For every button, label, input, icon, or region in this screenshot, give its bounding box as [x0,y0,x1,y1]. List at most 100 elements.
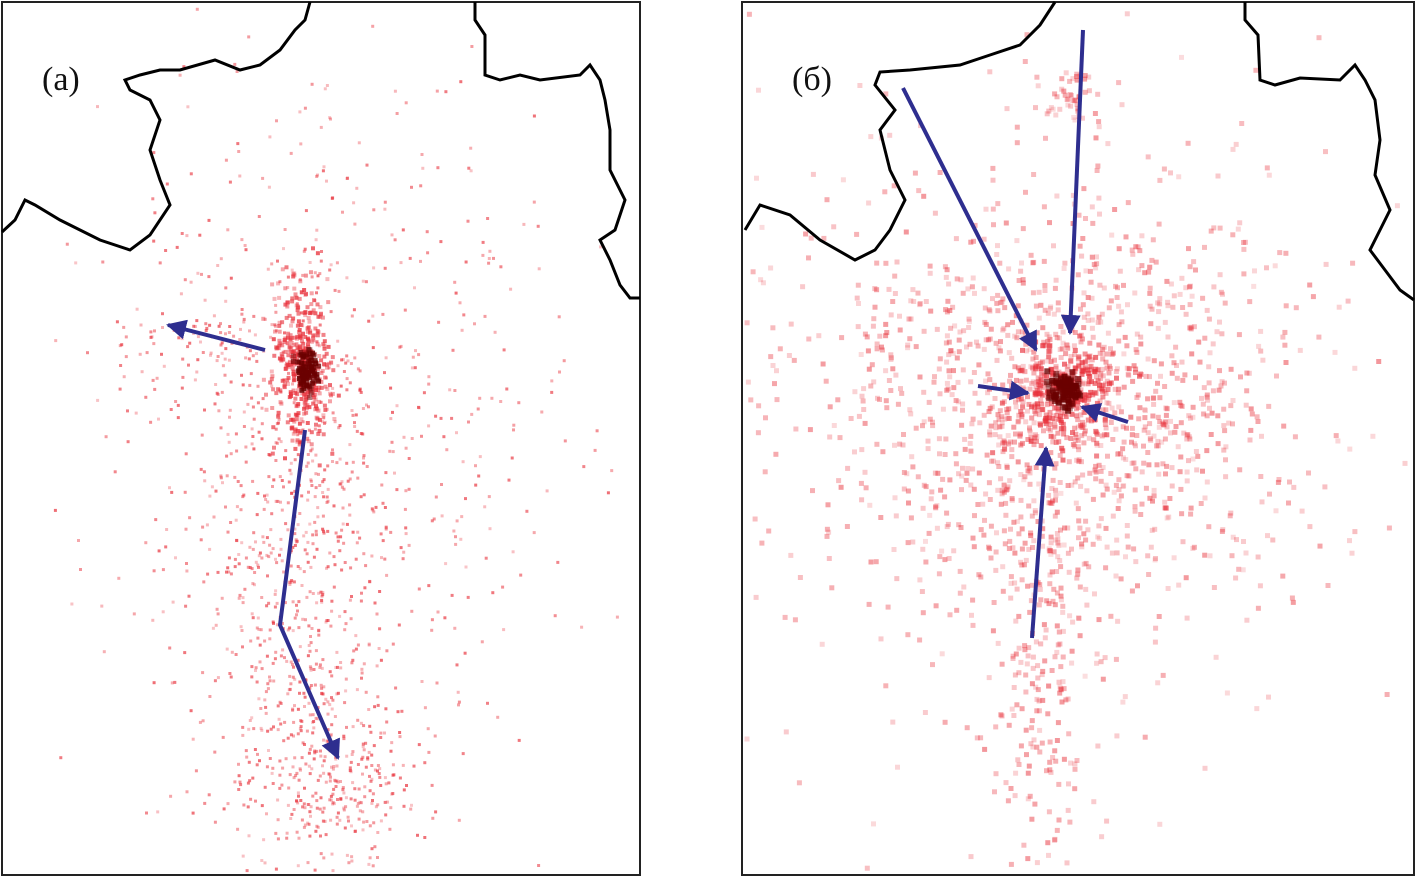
density-point [890,719,896,725]
density-point [214,623,218,627]
density-point [277,320,282,325]
density-point [1104,378,1110,384]
density-point [1076,354,1082,360]
density-point [274,459,278,462]
density-point [337,426,341,430]
density-point [826,556,832,561]
density-point [810,488,815,494]
density-point [328,391,333,396]
density-point [384,471,388,475]
density-point [1172,429,1178,435]
density-point [951,548,957,554]
density-point [1039,740,1045,746]
density-point [1030,365,1036,371]
panel-b: (б) [741,1,1415,876]
density-point [1072,786,1078,792]
density-point [1075,444,1081,450]
panel-a-border-right [473,2,640,300]
density-point [419,184,423,188]
density-point [240,238,244,242]
density-point [925,446,931,452]
density-point [1070,192,1076,198]
density-point [1075,376,1082,382]
density-point [1065,102,1071,108]
density-point [1047,458,1053,464]
density-point [1131,546,1137,552]
density-point [1178,486,1184,492]
density-point [967,341,973,347]
density-point [1008,372,1013,378]
density-point [280,559,284,563]
density-point [311,246,315,251]
density-point [241,733,245,737]
density-point [1055,307,1061,313]
density-point [998,712,1004,718]
density-point [477,474,481,478]
density-point [947,374,953,380]
density-point [1002,390,1008,396]
density-point [1092,467,1098,473]
density-point [252,314,256,318]
density-point [338,818,342,822]
density-point [117,576,121,580]
density-point [491,591,495,595]
density-point [378,767,382,771]
density-point [260,422,264,426]
density-point [1157,821,1163,827]
density-point [917,301,923,306]
density-point [1103,425,1109,431]
density-point [1049,380,1056,387]
density-point [314,533,318,537]
density-point [368,724,372,728]
density-point [275,441,279,445]
density-point [488,249,492,253]
density-point [1259,499,1265,505]
density-point [332,765,336,768]
density-point [1004,410,1010,416]
density-point [580,625,584,629]
density-point [1030,744,1036,750]
density-point [291,378,296,383]
density-point [1104,818,1110,824]
density-point [399,261,403,265]
density-point [241,383,245,387]
density-point [1006,350,1012,356]
density-point [326,499,330,503]
density-point [319,385,324,390]
density-point [1051,434,1057,440]
density-point [806,336,812,342]
density-point [930,423,936,429]
density-point [946,281,952,287]
density-point [348,381,352,385]
density-point [304,397,309,402]
density-point [321,342,326,347]
density-point [1079,371,1085,377]
density-point [946,368,952,374]
density-point [283,456,287,461]
density-point [315,601,319,605]
density-point [349,768,353,772]
panel-a-label: (а) [42,61,80,98]
density-point [317,314,322,319]
density-point [1072,394,1079,401]
density-point [1104,544,1110,550]
density-point [292,808,296,811]
density-point [344,689,348,693]
density-point [1081,440,1087,446]
density-point [908,316,914,322]
density-point [1104,432,1110,438]
density-point [759,540,765,546]
density-point [1208,432,1214,437]
density-point [1024,752,1029,758]
density-point [999,487,1005,493]
density-point [96,398,100,402]
density-point [294,342,299,347]
density-point [320,368,325,373]
density-point [903,229,909,235]
density-point [336,364,340,368]
density-point [294,538,298,542]
density-point [302,393,307,397]
density-point [389,806,393,810]
density-point [1066,569,1072,575]
density-point [1058,597,1064,603]
